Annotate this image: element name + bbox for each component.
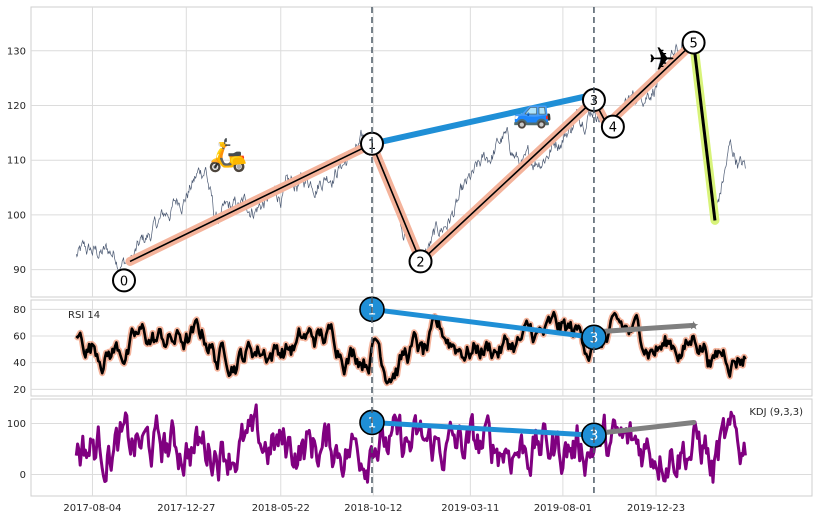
x-tick-label: 2019-12-23 xyxy=(627,503,685,514)
wave-marker-label: 0 xyxy=(120,274,128,289)
wave-marker-4: 4 xyxy=(600,114,625,139)
kdj-divergence-line xyxy=(369,419,597,438)
y-tick-label: 80 xyxy=(13,305,26,316)
marker-label: 3 xyxy=(589,428,598,444)
x-tick-label: 2017-08-04 xyxy=(63,503,121,514)
wave-marker-circle xyxy=(112,268,136,293)
kdj-marker-3: 3 xyxy=(581,422,607,449)
y-tick-label: 120 xyxy=(7,101,26,112)
kdj-line xyxy=(74,403,747,484)
y-tick-label: 60 xyxy=(13,332,26,343)
y-tick-label: 40 xyxy=(13,358,26,369)
car-icon: 🚙 xyxy=(513,92,553,130)
x-tick-label: 2018-05-22 xyxy=(252,503,310,514)
y-tick-label: 0 xyxy=(20,470,26,481)
rsi-trend-end-star: ★ xyxy=(688,318,699,332)
wave-marker-1: 1 xyxy=(360,131,384,156)
kdj-panel: 0 100 1 3 KDJ (9,3,3) xyxy=(7,398,813,497)
y-tick-label: 90 xyxy=(13,265,26,276)
trend-line xyxy=(369,91,597,147)
rsi-trend-line xyxy=(591,322,697,335)
wave-marker-2: 2 xyxy=(408,249,433,274)
kdj-title: KDJ (9,3,3) xyxy=(749,407,803,418)
y-tick-label: 20 xyxy=(13,385,26,396)
wave-marker-0: 0 xyxy=(112,268,136,293)
x-tick-label: 2019-03-11 xyxy=(441,503,499,514)
wave-marker-label: 4 xyxy=(609,121,617,136)
y-tick-label: 100 xyxy=(7,210,26,221)
y-tick-label: 100 xyxy=(7,419,26,430)
y-tick-label: 110 xyxy=(7,156,26,167)
wave-marker-label: 2 xyxy=(416,255,424,270)
rsi-title: RSI 14 xyxy=(68,310,100,321)
marker-label: 1 xyxy=(368,415,377,431)
wave-marker-circle xyxy=(600,114,625,139)
airplane-icon: ✈ xyxy=(648,40,675,78)
x-tick-label: 2019-08-01 xyxy=(534,503,592,514)
x-axis: 2017-08-04 2017-12-27 2018-05-22 2018-10-12… xyxy=(63,503,685,514)
vertical-markers xyxy=(371,7,595,496)
wave-marker-label: 5 xyxy=(689,37,697,52)
wave-marker-circle xyxy=(408,249,433,274)
wave-marker-5: 5 xyxy=(681,30,706,55)
wave-line xyxy=(129,41,695,263)
x-tick-label: 2018-10-12 xyxy=(344,503,402,514)
kdj-trend-line xyxy=(591,419,697,437)
wave-marker-label: 1 xyxy=(368,138,376,153)
rsi-line xyxy=(75,310,747,385)
wave-marker-circle xyxy=(681,30,706,55)
rsi-divergence-line xyxy=(369,306,597,340)
y-tick-label: 130 xyxy=(7,46,26,57)
drop-line xyxy=(692,42,717,221)
x-tick-label: 2017-12-27 xyxy=(157,503,215,514)
scooter-icon: 🛵 xyxy=(208,136,248,174)
